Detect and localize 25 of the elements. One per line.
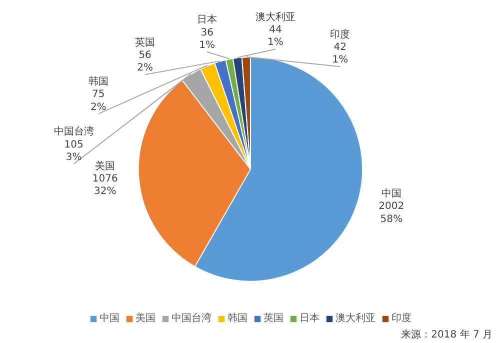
slice-label: 澳大利亚 bbox=[255, 10, 296, 23]
legend-label: 澳大利亚 bbox=[336, 312, 376, 325]
legend-label: 美国 bbox=[136, 312, 156, 325]
data-label: 2002 58% bbox=[378, 201, 404, 225]
slice-label: 韩国 bbox=[88, 76, 108, 88]
data-label: 56 2% bbox=[137, 50, 154, 74]
data-label: 75 2% bbox=[90, 89, 106, 113]
legend-label: 英国 bbox=[264, 312, 284, 325]
slice-label: 印度 bbox=[330, 28, 350, 40]
data-label: 1076 32% bbox=[92, 174, 118, 198]
data-label: 44 1% bbox=[268, 24, 284, 48]
legend-label: 韩国 bbox=[228, 312, 248, 325]
data-label: 105 3% bbox=[64, 139, 84, 163]
data-label: 36 1% bbox=[199, 27, 216, 51]
legend-label: 印度 bbox=[392, 312, 412, 325]
legend-label: 日本 bbox=[300, 312, 320, 325]
data-label: 42 1% bbox=[332, 42, 348, 66]
slice-label: 英国 bbox=[135, 36, 156, 48]
slice-label: 中国台湾 bbox=[54, 126, 94, 138]
source-note: 来源：2018 年 7 月 bbox=[401, 328, 493, 340]
legend-label: 中国 bbox=[100, 312, 120, 325]
slice-label: 日本 bbox=[197, 14, 218, 26]
slice-label: 中国 bbox=[381, 188, 402, 200]
slice-label: 美国 bbox=[95, 160, 116, 172]
legend-label: 中国台湾 bbox=[172, 312, 212, 325]
